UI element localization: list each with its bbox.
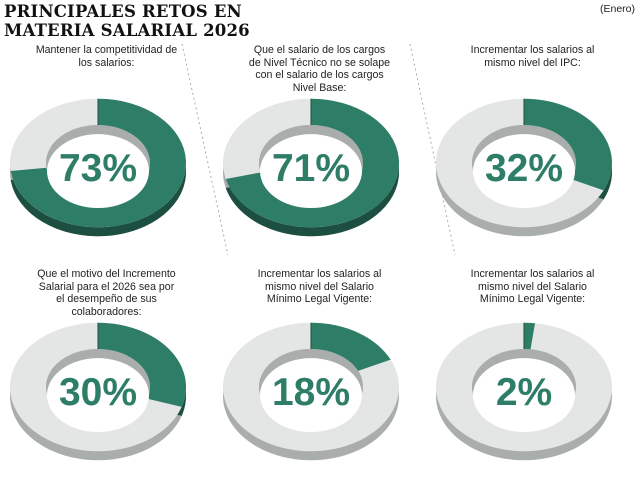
donut-chart: 18%: [222, 322, 399, 461]
donut-ring: [435, 322, 612, 452]
donut-hole: [47, 134, 149, 209]
donut-hole: [260, 134, 362, 209]
donut-panel-6: 2% Incrementar los salarios al mismo niv…: [426, 224, 639, 461]
donut-panel-5: 18% Incrementar los salarios al mismo ni…: [213, 224, 426, 461]
title-line-1: PRINCIPALES RETOS EN: [4, 2, 242, 21]
donut-chart: 2%: [435, 322, 612, 461]
donut-slice: [524, 98, 612, 191]
donut-chart: 32%: [435, 98, 612, 237]
donut-chart: 30%: [9, 322, 186, 461]
period-label: (Enero): [599, 3, 635, 15]
title-line-2: MATERIA SALARIAL 2026: [4, 21, 250, 40]
donut-slice: [311, 322, 391, 371]
donut-panel-1: 73% Mantener la competitividad de los sa…: [0, 0, 213, 237]
divider-right: [409, 43, 456, 256]
donut-slice: [524, 322, 536, 350]
donut-label: Incrementar los salarios al mismo nivel …: [470, 44, 595, 69]
donut-hole: [47, 358, 149, 433]
donut-chart: 71%: [222, 98, 399, 237]
donut-slice: [225, 98, 399, 228]
donut-label: Incrementar los salarios al mismo nivel …: [470, 268, 595, 305]
donut-value-label: 30%: [59, 371, 137, 414]
donut-value-label: 32%: [485, 147, 563, 190]
panel-dividers: [181, 43, 456, 256]
donut-label: Que el salario de los cargos de Nivel Té…: [248, 44, 391, 94]
donut-hole: [473, 358, 575, 433]
donut-value-label: 71%: [272, 147, 350, 190]
donut-panel-4: 30% Que el motivo del Incremento Salaria…: [0, 224, 213, 461]
donut-label: Que el motivo del Incremento Salarial pa…: [37, 268, 176, 318]
donut-label: Mantener la competitividad de los salari…: [35, 44, 178, 69]
donut-value-label: 73%: [59, 147, 137, 190]
donut-panel-3: 32% Incrementar los salarios al mismo ni…: [426, 0, 639, 237]
donut-slice: [98, 322, 186, 407]
donut-value-label: 18%: [272, 371, 350, 414]
donut-hole: [473, 134, 575, 209]
donut-label: Incrementar los salarios al mismo nivel …: [257, 268, 382, 305]
donut-panel-2: 71% Que el salario de los cargos de Nive…: [213, 0, 426, 237]
donut-value-label: 2%: [496, 371, 552, 414]
page-title: PRINCIPALES RETOS EN MATERIA SALARIAL 20…: [4, 2, 250, 40]
donut-chart: 73%: [9, 98, 186, 237]
divider-left: [181, 43, 229, 256]
donut-hole: [260, 358, 362, 433]
donut-slice: [10, 98, 186, 228]
